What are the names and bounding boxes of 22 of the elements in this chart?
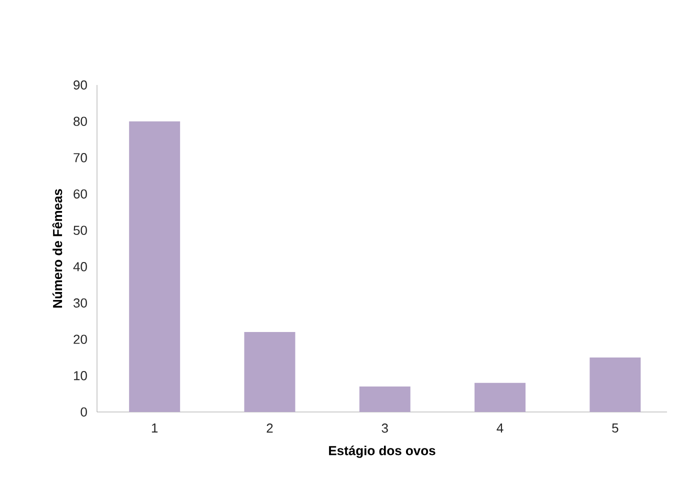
y-tick-label: 90 (74, 80, 87, 90)
y-tick-label: 60 (74, 189, 87, 199)
x-tick-label: 1 (152, 424, 158, 432)
y-tick-label: 10 (74, 371, 87, 380)
bar (129, 121, 180, 412)
y-tick-label: 30 (74, 298, 87, 308)
bar (244, 332, 296, 412)
x-tick-label: 2 (266, 424, 273, 433)
y-tick-label: 0 (80, 407, 87, 417)
x-axis-title: Estágio dos ovos (329, 446, 436, 458)
x-tick-label: 4 (496, 424, 504, 432)
x-tick-label: 3 (382, 424, 388, 433)
y-tick-label: 40 (73, 262, 87, 272)
x-tick-label: 5 (612, 424, 618, 433)
y-axis-title: Número de Fêmeas (52, 189, 62, 308)
bar (474, 382, 526, 412)
bar (359, 386, 410, 412)
y-tick-label: 70 (74, 153, 87, 162)
bar (590, 357, 641, 412)
y-tick-label: 50 (74, 226, 87, 235)
y-tick-label: 20 (74, 334, 87, 344)
y-tick-label: 80 (74, 116, 87, 126)
